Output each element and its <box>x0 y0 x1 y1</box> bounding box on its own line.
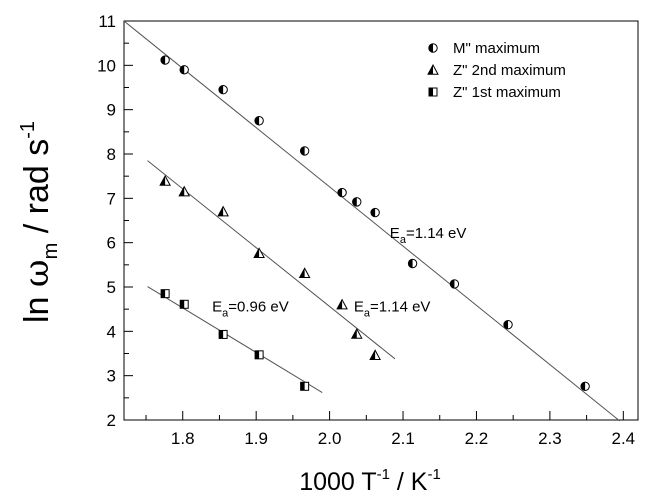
y-axis-title-main: ln <box>18 287 56 323</box>
data-point <box>449 279 460 289</box>
data-point <box>179 299 189 309</box>
annotations: Ea=1.14 eV Ea=1.14 eV Ea=0.96 eV <box>212 225 466 319</box>
y-tick-label: 2 <box>107 411 116 430</box>
data-point <box>352 197 362 207</box>
data-point <box>254 350 264 360</box>
y-axis-ticks: 2 3 4 5 6 7 8 9 10 11 <box>97 12 133 430</box>
y-axis-title-sub: m <box>40 243 62 260</box>
legend-label: M" maximum <box>453 40 540 57</box>
data-point <box>160 289 170 299</box>
data-point <box>337 187 347 198</box>
x-axis-title-sup2: -1 <box>427 466 440 483</box>
x-tick-label: 1.8 <box>171 429 195 448</box>
y-tick-label: 10 <box>97 56 116 75</box>
x-axis-title-sup: -1 <box>377 466 390 483</box>
y-tick-label: 6 <box>107 234 116 253</box>
x-axis-title: 1000 T-1 / K-1 <box>299 466 441 496</box>
y-axis-title-mid: / rad s <box>18 139 56 243</box>
x-axis-title-mid: / K <box>390 468 428 496</box>
x-axis-title-main: 1000 T <box>299 468 376 496</box>
data-point <box>179 65 189 75</box>
plot-area-frame <box>123 20 639 421</box>
y-axis-title-sup: -1 <box>17 121 39 139</box>
data-point <box>299 146 310 156</box>
activation-energy-label: Ea=0.96 eV <box>212 298 289 319</box>
y-tick-label: 7 <box>107 189 116 208</box>
data-point <box>254 116 264 126</box>
fit-line <box>147 160 396 360</box>
y-tick-label: 3 <box>107 367 116 386</box>
y-tick-label: 11 <box>98 12 116 31</box>
data-point <box>159 174 171 186</box>
fit-lines <box>123 20 620 422</box>
legend-marker <box>427 63 439 75</box>
data-point <box>218 329 228 339</box>
data-point <box>160 55 170 65</box>
x-tick-label: 1.9 <box>244 429 268 448</box>
data-point <box>253 247 265 259</box>
x-tick-label: 2.4 <box>611 429 635 448</box>
data-point <box>218 85 228 95</box>
data-point <box>503 319 513 330</box>
y-axis-title: ln ωm / rad s-1 <box>17 121 62 323</box>
x-tick-label: 2.0 <box>318 429 342 448</box>
y-tick-label: 5 <box>107 278 116 297</box>
data-point <box>178 185 191 197</box>
data-point <box>298 267 311 278</box>
activation-energy-label: Ea=1.14 eV <box>390 225 467 246</box>
data-point <box>369 349 381 360</box>
legend-label: Z" 1st maximum <box>453 84 561 101</box>
data-point <box>407 258 418 269</box>
legend-label: Z" 2nd maximum <box>453 62 566 79</box>
x-tick-label: 2.2 <box>465 429 489 448</box>
legend-marker <box>428 87 438 97</box>
data-point <box>370 207 380 218</box>
y-tick-label: 8 <box>107 145 116 164</box>
data-points <box>159 55 590 392</box>
data-point <box>336 298 348 310</box>
legend: M" maximum Z" 2nd maximum Z" 1st maximum <box>427 40 566 101</box>
fit-line <box>147 286 323 393</box>
data-point <box>217 205 229 217</box>
fit-line <box>123 20 620 422</box>
x-tick-label: 2.3 <box>538 429 562 448</box>
data-point <box>350 327 363 339</box>
data-point <box>580 381 590 392</box>
y-tick-label: 9 <box>107 101 116 120</box>
x-tick-label: 2.1 <box>391 429 415 448</box>
activation-energy-label: Ea=1.14 eV <box>354 298 431 319</box>
y-tick-label: 4 <box>107 322 116 341</box>
legend-marker <box>428 43 438 53</box>
y-axis-title-greek: ω <box>17 259 57 287</box>
data-point <box>300 381 310 391</box>
x-axis-ticks: 1.8 1.9 2.0 2.1 2.2 2.3 2.4 <box>145 411 635 448</box>
